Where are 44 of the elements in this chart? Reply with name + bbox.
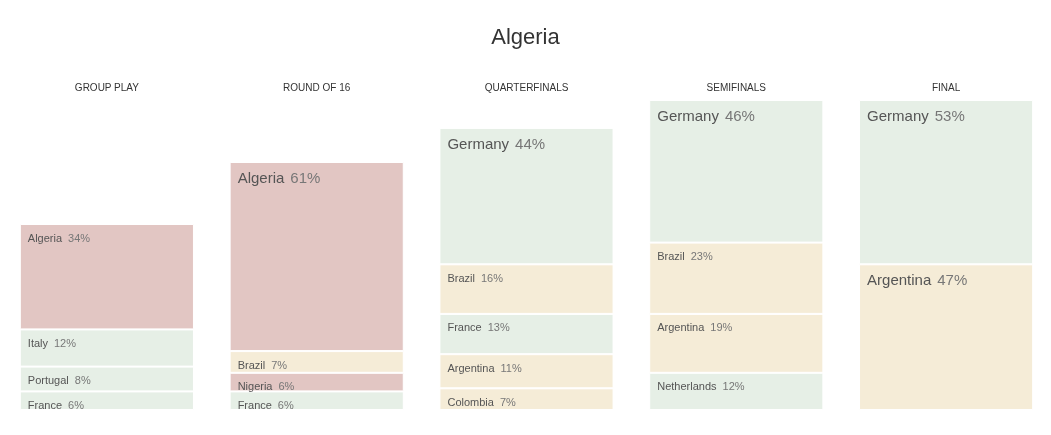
data-label: 6% [277,398,294,411]
series-label: Colombia [447,395,495,408]
text: Germany [657,107,719,124]
text: France [237,398,272,411]
data-label: 8% [74,374,91,387]
data-label: 11% [500,361,522,374]
data-label: 7% [271,358,288,371]
data-label: 12% [722,380,745,393]
series-label: Algeria [237,169,285,186]
text: Argentina [657,321,705,334]
x-tick-label: GROUP PLAY [74,81,140,93]
x-tick-label: FINAL [931,81,961,93]
data-label: 6% [68,398,85,411]
data-label: 53% [934,107,965,124]
series-label: Netherlands [657,380,718,393]
data-label: 47% [937,271,968,289]
series-label: Argentina [867,271,932,289]
series-label: Nigeria [237,380,274,393]
series-label: Germany [447,134,510,152]
data-label: 7% [499,395,517,408]
x-tick-label: ROUND OF 16 [283,81,351,93]
x-tick-label: QUARTERFINALS [484,81,569,93]
data-label: 12% [54,336,77,349]
text: Germany [867,107,929,124]
text: Argentina [447,361,495,374]
text: Brazil [657,250,685,263]
data-label: 19% [710,321,733,334]
series-label: Portugal [27,374,69,387]
text: Brazil [447,271,475,284]
text: Algeria [27,231,63,244]
data-label: 46% [724,107,755,124]
data-label: 16% [480,271,504,284]
data-label: 13% [487,321,510,334]
chart-title: Algeria [491,23,561,49]
data-label: 6% [278,380,295,393]
data-label: 44% [515,134,546,152]
series-label: Brazil [237,358,266,371]
data-label: 23% [690,250,713,263]
x-tick-label: SEMIFINALS [706,81,767,93]
series-label: France [27,398,63,411]
text: France [447,321,482,334]
series-label: Italy [27,336,49,349]
data-label: 34% [68,231,91,244]
data-label: 61% [290,169,321,186]
